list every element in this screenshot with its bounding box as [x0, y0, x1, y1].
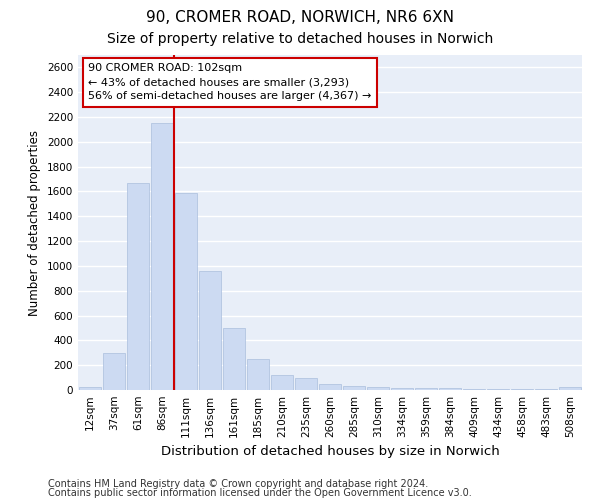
Text: 90, CROMER ROAD, NORWICH, NR6 6XN: 90, CROMER ROAD, NORWICH, NR6 6XN	[146, 10, 454, 25]
Bar	[247, 359, 269, 390]
Bar	[79, 387, 101, 390]
Bar	[127, 183, 149, 390]
Bar	[151, 123, 173, 390]
Bar	[415, 388, 437, 390]
Text: Size of property relative to detached houses in Norwich: Size of property relative to detached ho…	[107, 32, 493, 46]
Text: Contains public sector information licensed under the Open Government Licence v3: Contains public sector information licen…	[48, 488, 472, 498]
Bar	[271, 375, 293, 390]
Bar	[463, 389, 485, 390]
Bar	[439, 388, 461, 390]
Bar	[367, 387, 389, 390]
Bar	[319, 384, 341, 390]
Text: 90 CROMER ROAD: 102sqm
← 43% of detached houses are smaller (3,293)
56% of semi-: 90 CROMER ROAD: 102sqm ← 43% of detached…	[88, 64, 371, 102]
Bar	[295, 378, 317, 390]
Bar	[223, 328, 245, 390]
Bar	[199, 271, 221, 390]
Text: Contains HM Land Registry data © Crown copyright and database right 2024.: Contains HM Land Registry data © Crown c…	[48, 479, 428, 489]
Bar	[103, 353, 125, 390]
Bar	[487, 389, 509, 390]
Bar	[391, 388, 413, 390]
X-axis label: Distribution of detached houses by size in Norwich: Distribution of detached houses by size …	[161, 446, 499, 458]
Bar	[175, 192, 197, 390]
Bar	[559, 387, 581, 390]
Y-axis label: Number of detached properties: Number of detached properties	[28, 130, 41, 316]
Bar	[343, 386, 365, 390]
